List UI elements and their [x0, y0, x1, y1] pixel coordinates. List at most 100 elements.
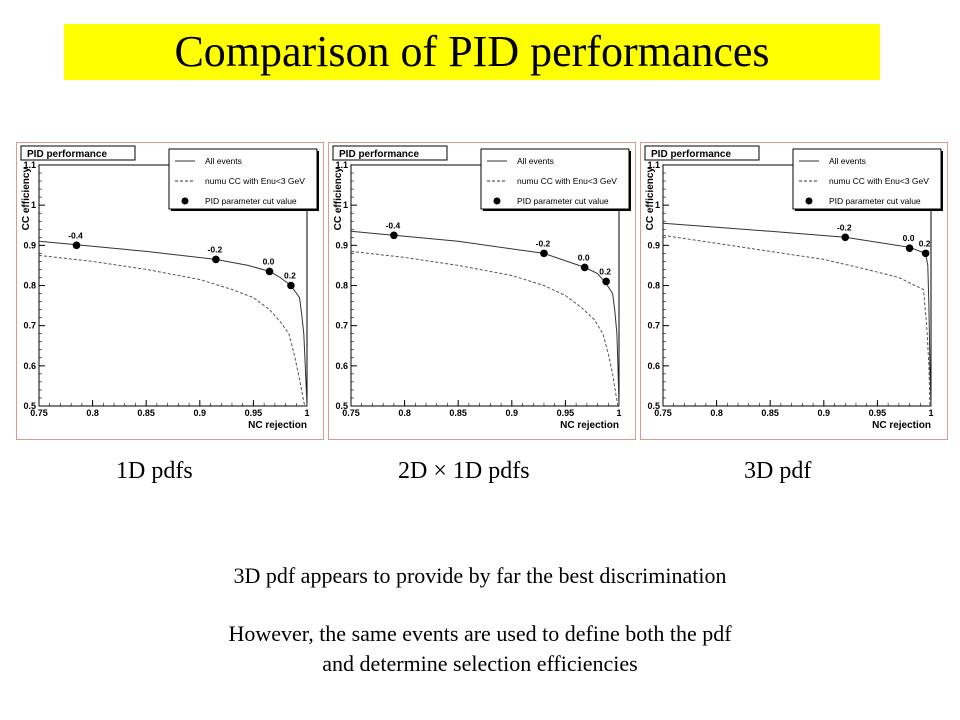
x-tick-label: 0.75	[342, 408, 360, 418]
chart-title-box	[20, 145, 136, 161]
chart-title: PID performance	[651, 149, 731, 160]
cut-value-label: 0.2	[919, 238, 931, 248]
all-events-curve	[350, 230, 620, 407]
y-axis-label: CC efficiency	[645, 167, 656, 231]
chart-title: PID performance	[339, 149, 419, 160]
legend-entry: PID parameter cut value	[205, 196, 297, 206]
x-tick-label: 0.85	[449, 408, 467, 418]
x-tick-label: 0.9	[194, 408, 207, 418]
legend-box	[792, 148, 942, 210]
y-tick-label: 0.6	[23, 361, 36, 371]
y-axis-label: CC efficiency	[333, 167, 344, 231]
y-tick-label: 0.5	[335, 401, 348, 411]
cut-value-marker	[841, 233, 850, 242]
cut-value-marker	[921, 249, 930, 258]
y-tick-label: 0.9	[23, 240, 36, 250]
x-axis-label: NC rejection	[872, 420, 931, 431]
y-tick-label: 1	[31, 200, 36, 210]
cut-value-marker	[905, 244, 914, 252]
x-tick-label: 0.75	[654, 408, 672, 418]
legend-marker-swatch	[805, 197, 813, 205]
y-tick-label: 0.6	[647, 361, 660, 371]
title-banner: Comparison of PID performances	[64, 24, 880, 80]
y-tick-label: 1	[343, 200, 348, 210]
caveat-text-line2: and determine selection efficiencies	[322, 651, 638, 676]
caption-3d-pdf: 3D pdf	[744, 458, 812, 484]
legend-marker-swatch	[181, 197, 189, 205]
y-tick-label: 0.5	[647, 401, 660, 411]
pid-chart-3d: PID performance 0.75 0.8 0.85 0.9 0.95 1 0.5 0.6…	[644, 145, 943, 431]
y-tick-label: 0.7	[23, 321, 36, 331]
chart-title: PID performance	[27, 149, 107, 160]
cut-value-label: 0.0	[578, 252, 590, 262]
numu-cc-curve	[662, 234, 931, 407]
x-tick-label: 0.95	[557, 408, 575, 418]
y-tick-label: 0.9	[647, 240, 660, 250]
numu-cc-curve	[350, 250, 619, 407]
all-events-curve	[38, 240, 308, 407]
x-axis-label: NC rejection	[560, 420, 619, 431]
y-tick-label: 0.7	[335, 321, 348, 331]
cut-value-label: -0.2	[208, 244, 223, 254]
all-events-curve	[662, 222, 932, 407]
conclusion-text: 3D pdf appears to provide by far the bes…	[233, 563, 727, 588]
x-tick-label: 0.8	[398, 408, 411, 418]
legend-entry: All events	[517, 156, 554, 166]
legend-entry: All events	[829, 156, 866, 166]
y-tick-label: 0.5	[23, 401, 36, 411]
x-tick-label: 0.85	[137, 408, 155, 418]
pid-chart-1d: PID performance 0.75 0.8 0.85 0.9 0.95 1 0.5 0.6…	[20, 145, 319, 431]
cut-value-label: 0.0	[903, 233, 915, 243]
legend-entry: PID parameter cut value	[517, 196, 609, 206]
y-tick-label: 0.9	[335, 240, 348, 250]
y-tick-label: 1.1	[335, 160, 348, 170]
y-tick-label: 0.8	[647, 281, 660, 291]
x-tick-label: 0.8	[710, 408, 723, 418]
cut-value-label: 0.2	[599, 266, 611, 276]
cut-value-label: -0.4	[386, 220, 401, 230]
cut-value-label: -0.2	[837, 222, 852, 232]
cut-value-marker	[72, 241, 81, 250]
x-tick-label: 0.85	[761, 408, 779, 418]
legend-entry: All events	[205, 156, 242, 166]
legend-entry: numu CC with Enu<3 GeV	[205, 176, 305, 186]
pid-chart-2dx1d: PID performance 0.75 0.8 0.85 0.9 0.95 1 0.5 0.6…	[332, 145, 631, 431]
x-tick-label: 1	[304, 408, 309, 418]
caption-1d-pdfs: 1D pdfs	[116, 458, 193, 484]
x-tick-label: 0.8	[86, 408, 99, 418]
x-tick-label: 0.9	[818, 408, 831, 418]
x-tick-label: 0.95	[245, 408, 263, 418]
x-tick-label: 1	[928, 408, 933, 418]
x-tick-label: 0.9	[506, 408, 519, 418]
legend-entry: numu CC with Enu<3 GeV	[829, 176, 929, 186]
cut-value-marker	[287, 281, 295, 290]
plot-panel-1d: PID performance 0.75 0.8 0.85 0.9 0.95 1 0.5 0.6…	[16, 142, 324, 440]
x-tick-label: 0.75	[30, 408, 48, 418]
cut-value-label: -0.2	[536, 238, 551, 248]
chart-title-box	[644, 145, 760, 161]
cut-value-label: 0.0	[263, 256, 275, 266]
legend-marker-swatch	[493, 197, 501, 205]
plot-panel-2dx1d: PID performance 0.75 0.8 0.85 0.9 0.95 1 0.5 0.6…	[328, 142, 636, 440]
caveat-text-line1: However, the same events are used to def…	[228, 621, 732, 646]
y-tick-label: 1.1	[647, 160, 660, 170]
legend-entry: numu CC with Enu<3 GeV	[517, 176, 617, 186]
page-title: Comparison of PID performances	[174, 27, 770, 76]
chart-title-box	[332, 145, 448, 161]
cut-value-marker	[390, 231, 398, 240]
y-tick-label: 0.6	[335, 361, 348, 371]
cut-value-marker	[265, 267, 274, 276]
legend-box	[168, 148, 318, 210]
y-tick-label: 0.8	[335, 281, 348, 291]
cut-value-marker	[580, 263, 589, 272]
cut-value-marker	[212, 255, 220, 264]
x-tick-label: 1	[616, 408, 621, 418]
numu-cc-curve	[38, 254, 306, 407]
y-tick-label: 1	[655, 200, 660, 210]
plot-panel-3d: PID performance 0.75 0.8 0.85 0.9 0.95 1 0.5 0.6…	[640, 142, 948, 440]
y-tick-label: 0.7	[647, 321, 660, 331]
caption-2dx1d-pdfs: 2D × 1D pdfs	[398, 458, 530, 484]
y-tick-label: 0.8	[23, 281, 36, 291]
y-axis-label: CC efficiency	[21, 167, 32, 231]
cut-value-marker	[540, 249, 548, 258]
